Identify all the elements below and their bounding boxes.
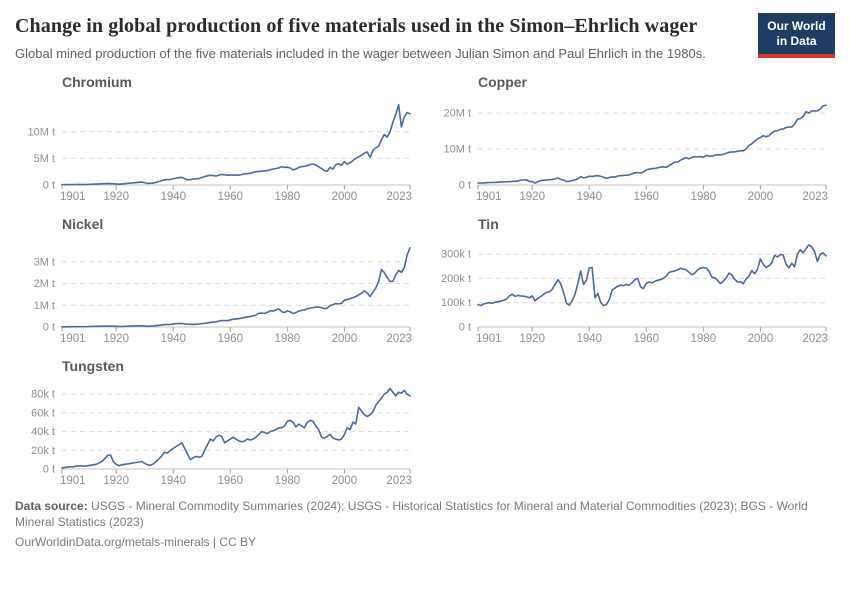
y-axis-tick-label: 0 t (43, 464, 55, 476)
x-axis-tick-label: 1920 (103, 333, 129, 345)
owid-logo: Our World in Data (758, 13, 835, 58)
x-axis-tick-label: 1960 (217, 333, 243, 345)
y-axis-tick-label: 1M t (34, 300, 55, 312)
x-axis-tick-label: 1960 (217, 191, 243, 203)
x-axis-tick-label: 2023 (802, 333, 828, 345)
y-axis-tick-label: 80k t (31, 389, 55, 401)
x-axis-tick-label: 2023 (386, 191, 412, 203)
x-axis-tick-label: 2000 (748, 191, 774, 203)
x-axis-tick-label: 1901 (476, 333, 502, 345)
x-axis-tick-label: 1980 (275, 475, 301, 487)
chart-title-tungsten: Tungsten (62, 358, 124, 375)
chart-title-tin: Tin (478, 216, 499, 233)
y-axis-tick-label: 40k t (31, 426, 55, 438)
x-axis-tick-label: 2000 (332, 191, 358, 203)
tin-data-line (477, 244, 827, 307)
x-axis-tick-label: 1940 (576, 333, 602, 345)
x-axis-tick-label: 2000 (748, 333, 774, 345)
chromium-data-line (61, 104, 411, 186)
x-axis-tick-label: 1960 (217, 475, 243, 487)
chart-panel-chromium: Chromium 0 t 5M t 10M t 1901 1920 1940 1960 1980… (16, 74, 418, 209)
x-axis-tick-label: 2023 (802, 191, 828, 203)
y-axis-tick-label: 300k t (441, 249, 471, 261)
copper-data-line (477, 104, 827, 185)
owid-logo-text-line2: in Data (776, 34, 817, 48)
chart-panel-tungsten: Tungsten 0 t 20k t 40k t 60k t 80k t 1901 1920 1… (16, 358, 418, 493)
tungsten-line-chart: 0 t 20k t 40k t 60k t 80k t 1901 1920 1940 1960 1… (31, 388, 412, 487)
y-axis-tick-label: 60k t (31, 408, 55, 420)
license-line: OurWorldinData.org/metals-minerals | CC … (15, 534, 256, 549)
chart-title-nickel: Nickel (62, 216, 104, 233)
x-axis-tick-label: 2000 (332, 475, 358, 487)
chart-panel-tin: Tin 0 t 100k t 200k t 300k t 1901 1920 1940 1960… (432, 216, 834, 351)
x-axis-tick-label: 2023 (386, 333, 412, 345)
y-axis-tick-label: 20M t (443, 108, 471, 120)
x-axis-tick-label: 1920 (103, 191, 129, 203)
y-axis-tick-label: 10M t (443, 144, 471, 156)
nickel-data-line (61, 247, 411, 328)
x-axis-tick-label: 1980 (275, 333, 301, 345)
y-axis-tick-label: 20k t (31, 445, 55, 457)
x-axis-tick-label: 1901 (60, 333, 86, 345)
x-axis-tick-label: 1980 (275, 191, 301, 203)
y-axis-tick-label: 0 t (43, 322, 55, 334)
x-axis-tick-label: 1960 (633, 333, 659, 345)
chart-title-copper: Copper (478, 74, 527, 91)
y-axis-tick-label: 0 t (43, 180, 55, 192)
page-title: Change in global production of five mate… (15, 15, 698, 37)
y-axis-tick-label: 100k t (441, 298, 471, 310)
nickel-line-chart: 0 t 1M t 2M t 3M t 1901 1920 1940 1960 1980 2000 2… (34, 247, 412, 345)
data-source-text: USGS - Mineral Commodity Summaries (2024… (15, 499, 808, 529)
x-axis-tick-label: 1920 (519, 191, 545, 203)
owid-chart-export: Change in global production of five mate… (15, 13, 835, 550)
x-axis-tick-label: 2000 (332, 333, 358, 345)
x-axis-tick-label: 1940 (160, 475, 186, 487)
y-axis-tick-label: 3M t (34, 257, 55, 269)
x-axis-tick-label: 1960 (633, 191, 659, 203)
tungsten-data-line (61, 388, 411, 470)
data-source-line: Data source: USGS - Mineral Commodity Su… (15, 499, 835, 530)
chart-title-chromium: Chromium (62, 74, 132, 91)
x-axis-tick-label: 1920 (519, 333, 545, 345)
chart-panel-nickel: Nickel 0 t 1M t 2M t 3M t 1901 1920 1940 1960 198… (16, 216, 418, 351)
y-axis-tick-label: 2M t (34, 278, 55, 290)
footer: Data source: USGS - Mineral Commodity Su… (15, 499, 835, 550)
chromium-line-chart: 0 t 5M t 10M t 1901 1920 1940 1960 1980 2000 2023 (27, 104, 412, 203)
x-axis-tick-label: 1901 (60, 475, 86, 487)
x-axis-tick-label: 1901 (60, 191, 86, 203)
y-axis-tick-label: 200k t (441, 273, 471, 285)
x-axis-tick-label: 1940 (576, 191, 602, 203)
owid-logo-text-line1: Our World (767, 19, 826, 33)
y-axis-tick-label: 5M t (34, 153, 55, 165)
x-axis-tick-label: 1940 (160, 191, 186, 203)
copper-line-chart: 0 t 10M t 20M t 1901 1920 1940 1960 1980 2000 202… (443, 104, 828, 203)
tin-line-chart: 0 t 100k t 200k t 300k t 1901 1920 1940 1960 198… (441, 244, 828, 345)
x-axis-tick-label: 1980 (691, 191, 717, 203)
y-axis-tick-label: 10M t (27, 127, 55, 139)
x-axis-tick-label: 1980 (691, 333, 717, 345)
header: Change in global production of five mate… (15, 13, 835, 61)
chart-subtitle: Global mined production of the five mate… (15, 46, 706, 62)
x-axis-tick-label: 1901 (476, 191, 502, 203)
y-axis-tick-label: 0 t (459, 180, 471, 192)
x-axis-tick-label: 2023 (386, 475, 412, 487)
data-source-label: Data source: (15, 499, 88, 514)
charts-grid: Chromium 0 t 5M t 10M t 1901 1920 1940 1960 1980… (16, 74, 835, 493)
chart-panel-copper: Copper 0 t 10M t 20M t 1901 1920 1940 1960 1980 2… (432, 74, 834, 209)
y-axis-tick-label: 0 t (459, 322, 471, 334)
x-axis-tick-label: 1940 (160, 333, 186, 345)
x-axis-tick-label: 1920 (103, 475, 129, 487)
